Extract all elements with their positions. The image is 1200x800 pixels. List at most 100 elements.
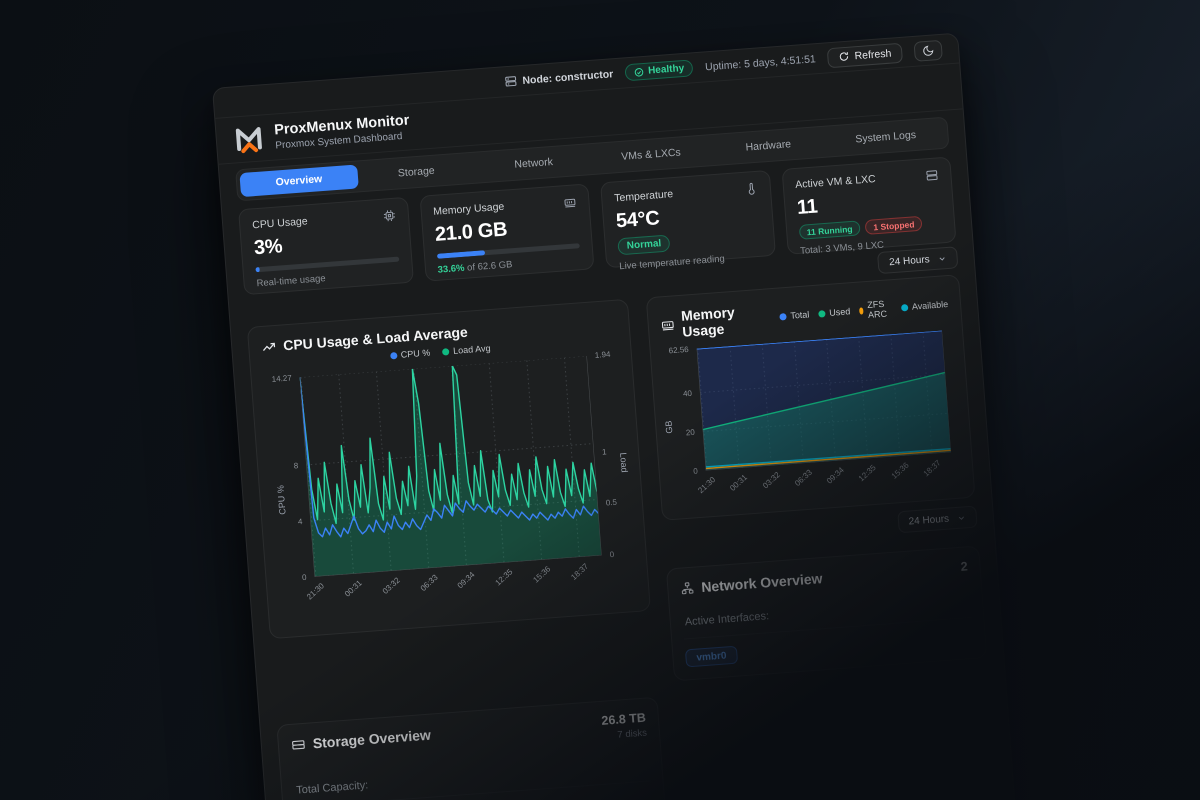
x-axis-tick: 03:32	[760, 470, 782, 491]
legend-dot	[818, 309, 826, 318]
memory-percent: 33.6%	[437, 262, 465, 276]
hard-drive-icon	[290, 736, 306, 752]
x-axis-tick: 12:35	[493, 567, 515, 588]
temperature-card: Temperature 54°C Normal Live temperature…	[600, 169, 776, 272]
storage-panel-title: Storage Overview	[312, 726, 432, 752]
health-label: Healthy	[647, 62, 685, 77]
axis-tick: 1.94	[594, 349, 611, 360]
check-circle-icon	[634, 66, 645, 77]
vm-card-title: Active VM & LXC	[794, 173, 877, 192]
memory-usage-card: Memory Usage 21.0 GB 33.6% of 62.6 GB	[419, 183, 595, 282]
memory-icon	[660, 317, 675, 332]
load-avg-area	[299, 365, 602, 577]
chevron-down-icon	[957, 513, 967, 523]
memory-chart: GB 62.56 40 20 0 21:30 00:31 03:32 06:33 09:34 1…	[662, 326, 961, 507]
cpu-load-chart: CPU % Load 14.27 8 4 0 1.94 1 0.5 0 21:30 00:31…	[263, 350, 637, 626]
axis-tick: 40	[682, 388, 693, 399]
axis-tick: 0	[692, 466, 699, 476]
active-interfaces-label: Active Interfaces:	[684, 610, 770, 629]
theme-toggle-button[interactable]	[913, 39, 943, 62]
cpu-card-caption: Real-time usage	[256, 273, 327, 290]
server-icon	[504, 74, 518, 88]
proxmenux-logo	[232, 122, 266, 156]
axis-tick: 0	[609, 549, 615, 560]
refresh-label: Refresh	[854, 47, 892, 62]
memory-time-range-value: 24 Hours	[908, 513, 950, 528]
legend-item-cpu-: CPU %	[389, 348, 431, 361]
right-column: Memory Usage Total Used ZFS ARC Available G…	[645, 274, 988, 682]
legend-item-load-avg: Load Avg	[441, 343, 491, 357]
memory-card-caption: 33.6% of 62.6 GB	[437, 254, 581, 276]
charts-row: CPU Usage & Load Average CPU % Load Avg C…	[246, 274, 988, 711]
x-axis-tick: 15:36	[889, 460, 911, 481]
x-axis-tick: 09:34	[455, 570, 477, 591]
axis-tick: 8	[293, 461, 299, 471]
memory-time-range-select[interactable]: 24 Hours	[896, 505, 978, 534]
moon-icon	[922, 44, 935, 57]
legend-dot	[389, 351, 398, 360]
x-axis-tick: 21:30	[696, 475, 718, 496]
memory-panel-title: Memory Usage	[680, 303, 736, 340]
x-axis-tick: 09:34	[825, 465, 846, 486]
interface-badge: vmbr0	[684, 645, 739, 668]
tab-hardware[interactable]: Hardware	[745, 138, 792, 154]
network-interface-count: 2	[960, 559, 969, 574]
legend-dot	[858, 306, 864, 315]
node-label: Node: constructor	[522, 67, 614, 87]
chevron-down-icon	[937, 254, 947, 264]
temperature-card-value: 54°C	[615, 207, 661, 233]
tab-overview[interactable]: Overview	[239, 164, 359, 198]
x-axis-tick: 00:31	[728, 472, 750, 493]
total-capacity-label: Total Capacity:	[295, 779, 369, 797]
memory-chart-plot	[697, 331, 952, 471]
memory-caption-rest: of 62.6 GB	[464, 259, 513, 274]
legend-item-zfs-arc: ZFS ARC	[858, 298, 892, 320]
tab-network[interactable]: Network	[514, 155, 554, 171]
x-axis-tick: 18:37	[568, 561, 590, 582]
cpu-chart-plot	[300, 356, 602, 577]
health-badge: Healthy	[624, 59, 694, 82]
thermometer-icon	[744, 182, 758, 196]
time-range-select[interactable]: 24 Hours	[877, 246, 959, 275]
trend-up-icon	[261, 338, 277, 354]
axis-tick: 20	[685, 427, 696, 438]
x-axis-tick: 00:31	[343, 578, 364, 599]
tab-system-logs[interactable]: System Logs	[854, 128, 917, 146]
legend-item-available: Available	[900, 294, 949, 317]
cpu-card-value: 3%	[253, 235, 284, 260]
memory-chart-panel: Memory Usage Total Used ZFS ARC Available G…	[645, 274, 976, 521]
temperature-status-badge: Normal	[617, 234, 671, 256]
refresh-icon	[838, 51, 850, 63]
proxmenux-dashboard-window: Node: constructor Healthy Uptime: 5 days…	[212, 32, 1031, 800]
active-interfaces-row: Active Interfaces:	[681, 585, 972, 640]
axis-tick: 0	[301, 572, 307, 583]
memory-card-title: Memory Usage	[432, 200, 505, 218]
x-axis-tick: 15:36	[531, 564, 553, 585]
storage-overview-panel: Storage Overview 26.8 TB 7 disks Total C…	[276, 696, 667, 800]
time-range-value: 24 Hours	[888, 253, 931, 268]
server-stack-icon	[925, 168, 939, 182]
axis-tick: 1	[601, 447, 607, 457]
legend-dot	[779, 312, 787, 321]
network-overview-panel: Network Overview 2 Active Interfaces: vm…	[665, 545, 988, 682]
uptime-text: Uptime: 5 days, 4:51:51	[704, 52, 817, 73]
refresh-button[interactable]: Refresh	[826, 42, 903, 68]
x-axis-tick: 21:30	[305, 581, 327, 602]
cpu-usage-card: CPU Usage 3% Real-time usage	[238, 196, 414, 296]
network-panel-title: Network Overview	[700, 570, 823, 596]
axis-tick: 4	[297, 516, 303, 527]
axis-tick: 14.27	[271, 373, 293, 384]
memory-y-ticks: 62.56 40 20 0	[663, 345, 702, 476]
tab-storage[interactable]: Storage	[397, 164, 436, 180]
memory-card-value: 21.0 GB	[434, 218, 509, 246]
legend-item-used: Used	[818, 301, 851, 323]
x-axis-tick: 06:33	[792, 467, 814, 488]
x-axis-tick: 12:35	[857, 463, 879, 484]
tab-vms-lxcs[interactable]: VMs & LXCs	[620, 146, 682, 163]
cpu-card-title: CPU Usage	[251, 215, 309, 232]
legend-dot	[900, 303, 909, 312]
memory-chart-legend: Total Used ZFS ARC Available	[779, 294, 949, 326]
network-icon	[680, 581, 695, 596]
vm-stopped-badge: 1 Stopped	[864, 215, 923, 235]
